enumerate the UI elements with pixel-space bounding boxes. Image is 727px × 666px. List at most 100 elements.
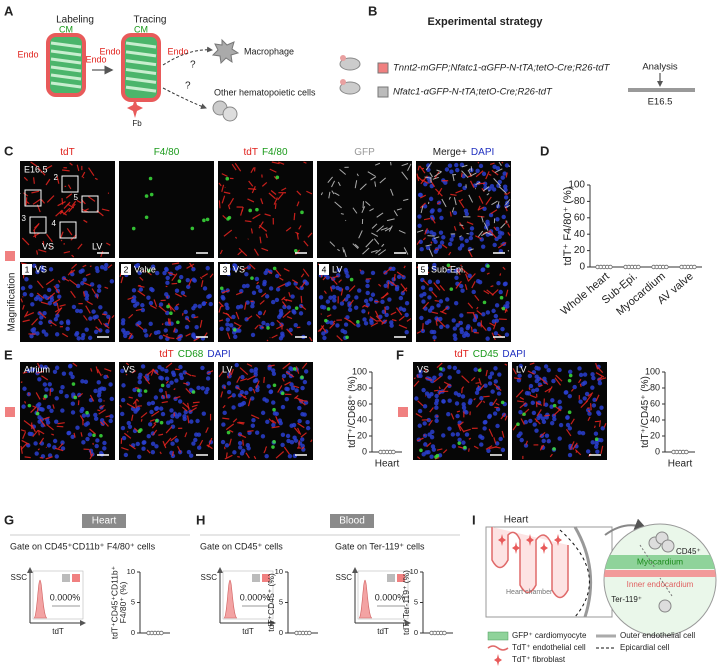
signal bbox=[439, 284, 446, 292]
signal bbox=[59, 210, 64, 215]
signal bbox=[23, 176, 28, 181]
nucleus bbox=[454, 275, 459, 281]
signal bbox=[416, 437, 424, 442]
signal bbox=[89, 449, 92, 457]
data-point bbox=[391, 449, 396, 455]
signal bbox=[125, 362, 130, 366]
signal bbox=[478, 378, 482, 386]
nucleus bbox=[194, 324, 199, 330]
stain-part: F4/80 bbox=[154, 147, 180, 158]
nucleus bbox=[241, 400, 247, 406]
trabeculae bbox=[491, 527, 569, 599]
nucleus bbox=[567, 393, 572, 399]
signal bbox=[431, 291, 438, 298]
signal bbox=[103, 400, 105, 402]
signal bbox=[175, 335, 183, 340]
signal bbox=[260, 198, 264, 205]
signal bbox=[186, 263, 195, 269]
fibroblast bbox=[127, 98, 143, 118]
signal bbox=[295, 397, 304, 402]
signal bbox=[492, 398, 498, 406]
nucleus bbox=[492, 164, 497, 170]
signal bbox=[595, 372, 605, 378]
signal bbox=[238, 421, 245, 424]
nucleus bbox=[37, 377, 42, 382]
group-swatch bbox=[5, 407, 15, 417]
signal bbox=[101, 313, 107, 316]
signal bbox=[466, 221, 474, 225]
signal bbox=[20, 429, 26, 432]
signal bbox=[536, 402, 543, 406]
nucleus bbox=[292, 310, 297, 315]
label: 2 bbox=[124, 264, 129, 274]
nucleus bbox=[57, 294, 62, 299]
nucleus bbox=[441, 399, 446, 404]
y-axis-label: tdT⁺ F4/80⁺ (%) bbox=[562, 187, 574, 266]
signal bbox=[282, 362, 291, 370]
signal bbox=[33, 230, 37, 238]
label: 5 bbox=[74, 193, 79, 202]
nucleus bbox=[293, 323, 298, 328]
nucleus bbox=[143, 389, 148, 393]
signal bbox=[228, 429, 234, 433]
nucleus bbox=[361, 309, 366, 314]
nucleus bbox=[202, 218, 206, 223]
nucleus bbox=[489, 401, 494, 407]
legend-label: Epicardial cell bbox=[620, 643, 670, 652]
label: Other hematopoietic cells bbox=[214, 87, 316, 97]
nucleus bbox=[404, 300, 410, 306]
nucleus bbox=[135, 441, 140, 447]
signal bbox=[398, 324, 408, 329]
signal bbox=[498, 186, 507, 194]
nucleus bbox=[446, 268, 452, 274]
panel-label: H bbox=[196, 512, 205, 527]
signal bbox=[99, 404, 105, 409]
fibroblast bbox=[554, 534, 562, 546]
nucleus bbox=[241, 448, 246, 454]
signal bbox=[374, 162, 381, 166]
signal bbox=[348, 299, 354, 306]
gate-label: Gate on CD45⁺CD11b⁺ F4/80⁺ cells bbox=[10, 541, 156, 551]
nucleus bbox=[289, 367, 294, 372]
signal bbox=[379, 177, 387, 184]
signal bbox=[244, 220, 252, 223]
nucleus bbox=[365, 283, 370, 289]
nucleus bbox=[370, 270, 376, 276]
nucleus bbox=[272, 383, 277, 388]
nucleus bbox=[155, 418, 159, 423]
nucleus bbox=[190, 226, 195, 231]
nucleus bbox=[343, 267, 348, 273]
tissue-label: Heart bbox=[92, 516, 117, 527]
nucleus bbox=[563, 390, 568, 395]
signal bbox=[369, 208, 374, 212]
nucleus bbox=[30, 367, 36, 372]
data-point bbox=[692, 264, 697, 270]
nucleus bbox=[245, 283, 250, 288]
signal bbox=[433, 282, 441, 291]
nucleus bbox=[461, 173, 466, 179]
nucleus bbox=[398, 295, 404, 301]
nucleus bbox=[80, 281, 85, 286]
nucleus bbox=[221, 296, 226, 301]
nucleus bbox=[191, 441, 196, 446]
nucleus bbox=[493, 379, 498, 384]
dashed-arrow bbox=[162, 87, 207, 110]
signal bbox=[332, 320, 336, 324]
nucleus bbox=[432, 231, 437, 237]
nucleus bbox=[97, 390, 102, 395]
signal bbox=[438, 386, 441, 390]
nucleus bbox=[148, 176, 153, 181]
signal bbox=[512, 368, 517, 375]
signal bbox=[391, 318, 397, 322]
signal bbox=[598, 420, 601, 427]
nucleus bbox=[33, 441, 38, 446]
nucleus bbox=[596, 410, 601, 415]
signal bbox=[205, 427, 209, 433]
nucleus bbox=[287, 453, 293, 459]
nucleus bbox=[332, 298, 337, 303]
roi-box bbox=[59, 221, 77, 239]
nucleus bbox=[389, 320, 394, 325]
signal bbox=[485, 369, 488, 377]
signal bbox=[95, 294, 99, 299]
stripe bbox=[125, 41, 157, 49]
